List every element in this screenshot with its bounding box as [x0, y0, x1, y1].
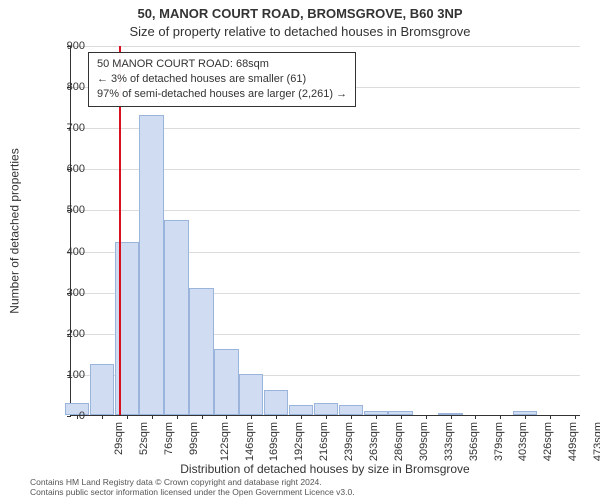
histogram-bar: [264, 390, 288, 415]
x-tick-mark: [451, 415, 452, 419]
x-tick-label: 473sqm: [592, 422, 600, 461]
x-tick-mark: [202, 415, 203, 419]
x-tick-label: 333sqm: [443, 422, 455, 461]
histogram-bar: [164, 220, 188, 415]
y-tick-label: 300: [45, 287, 85, 299]
x-tick-label: 192sqm: [293, 422, 305, 461]
y-tick-label: 900: [45, 40, 85, 52]
histogram-bar: [339, 405, 363, 415]
chart-title-main: 50, MANOR COURT ROAD, BROMSGROVE, B60 3N…: [0, 6, 600, 21]
x-tick-label: 76sqm: [163, 422, 175, 455]
x-tick-mark: [226, 415, 227, 419]
marker-info-line: ← 3% of detached houses are smaller (61): [97, 72, 347, 87]
y-gridline: [71, 46, 580, 47]
x-tick-mark: [127, 415, 128, 419]
y-tick-label: 200: [45, 328, 85, 340]
x-tick-mark: [376, 415, 377, 419]
x-tick-mark: [525, 415, 526, 419]
histogram-bar: [90, 364, 114, 415]
y-tick-label: 500: [45, 204, 85, 216]
y-tick-label: 0: [45, 410, 85, 422]
y-tick-label: 600: [45, 163, 85, 175]
x-tick-label: 309sqm: [418, 422, 430, 461]
x-tick-mark: [426, 415, 427, 419]
marker-info-line: 50 MANOR COURT ROAD: 68sqm: [97, 57, 347, 72]
histogram-bar: [189, 288, 213, 415]
x-tick-label: 216sqm: [318, 422, 330, 461]
x-axis-label: Distribution of detached houses by size …: [70, 462, 580, 476]
chart-title-sub: Size of property relative to detached ho…: [0, 24, 600, 39]
x-tick-mark: [177, 415, 178, 419]
x-tick-label: 169sqm: [269, 422, 281, 461]
x-tick-mark: [326, 415, 327, 419]
x-tick-label: 379sqm: [493, 422, 505, 461]
histogram-bar: [289, 405, 313, 415]
x-tick-mark: [251, 415, 252, 419]
x-tick-mark: [575, 415, 576, 419]
x-tick-label: 426sqm: [542, 422, 554, 461]
x-tick-label: 449sqm: [567, 422, 579, 461]
x-tick-label: 263sqm: [368, 422, 380, 461]
marker-info-box: 50 MANOR COURT ROAD: 68sqm← 3% of detach…: [88, 52, 356, 107]
x-tick-label: 146sqm: [244, 422, 256, 461]
x-tick-label: 403sqm: [518, 422, 530, 461]
footer-line-2: Contains public sector information licen…: [30, 488, 592, 498]
y-tick-label: 100: [45, 369, 85, 381]
y-axis-label-wrap: Number of detached properties: [6, 46, 24, 416]
histogram-bar: [139, 115, 163, 415]
x-tick-label: 286sqm: [393, 422, 405, 461]
x-tick-label: 122sqm: [219, 422, 231, 461]
histogram-bar: [314, 403, 338, 415]
x-tick-label: 99sqm: [188, 422, 200, 455]
x-tick-mark: [301, 415, 302, 419]
marker-info-line: 97% of semi-detached houses are larger (…: [97, 87, 347, 102]
x-tick-mark: [351, 415, 352, 419]
x-tick-label: 239sqm: [343, 422, 355, 461]
x-tick-mark: [276, 415, 277, 419]
y-axis-label: Number of detached properties: [8, 148, 22, 313]
footer-attribution: Contains HM Land Registry data © Crown c…: [30, 478, 592, 498]
x-tick-label: 52sqm: [138, 422, 150, 455]
x-tick-mark: [152, 415, 153, 419]
x-tick-mark: [475, 415, 476, 419]
y-tick-label: 700: [45, 122, 85, 134]
x-tick-mark: [102, 415, 103, 419]
x-tick-mark: [550, 415, 551, 419]
x-tick-mark: [500, 415, 501, 419]
y-tick-label: 800: [45, 81, 85, 93]
histogram-bar: [239, 374, 263, 415]
x-tick-label: 29sqm: [113, 422, 125, 455]
y-tick-label: 400: [45, 246, 85, 258]
histogram-bar: [214, 349, 238, 415]
x-tick-label: 356sqm: [468, 422, 480, 461]
x-tick-mark: [401, 415, 402, 419]
chart-container: 50, MANOR COURT ROAD, BROMSGROVE, B60 3N…: [0, 0, 600, 500]
